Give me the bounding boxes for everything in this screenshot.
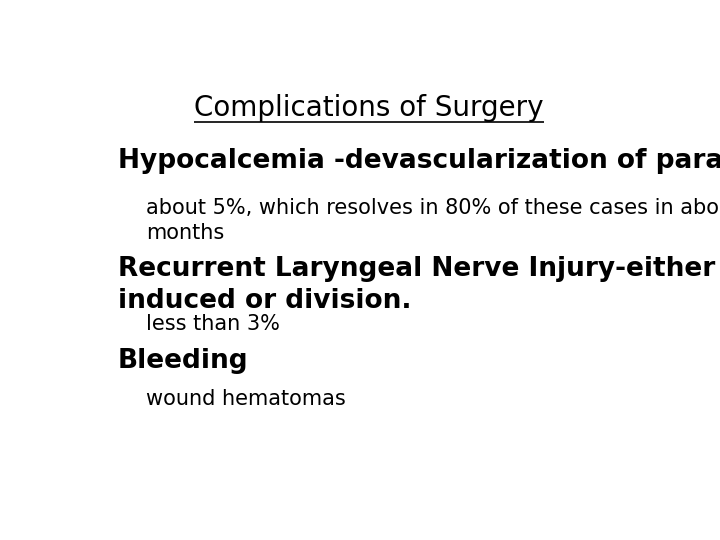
Text: less than 3%: less than 3% <box>145 314 279 334</box>
Text: Bleeding: Bleeding <box>118 348 248 374</box>
Text: Recurrent Laryngeal Nerve Injury-either traction
induced or division.: Recurrent Laryngeal Nerve Injury-either … <box>118 256 720 314</box>
Text: Hypocalcemia -devascularization of parathyroid: Hypocalcemia -devascularization of parat… <box>118 148 720 174</box>
Text: wound hematomas: wound hematomas <box>145 389 346 409</box>
Text: about 5%, which resolves in 80% of these cases in about 12
months: about 5%, which resolves in 80% of these… <box>145 198 720 242</box>
Text: Complications of Surgery: Complications of Surgery <box>194 94 544 122</box>
